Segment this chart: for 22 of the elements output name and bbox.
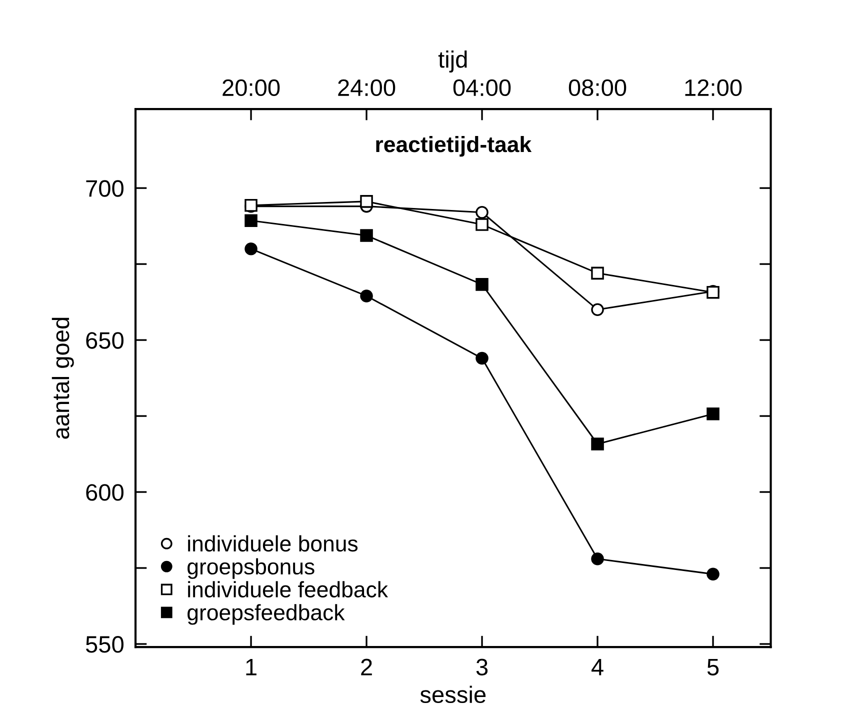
text: reactietijd-taak — [376, 136, 532, 157]
y-tick-label: 550 — [86, 636, 124, 653]
x2-tick-label: 08:00 — [568, 79, 626, 96]
x-tick-label: 4 — [591, 659, 604, 676]
y-tick-label: 600 — [86, 484, 124, 501]
x2-tick-label: 04:00 — [453, 79, 511, 96]
y-axis-title: aantal goed — [52, 318, 74, 439]
legend-label: groepsbonus — [188, 558, 314, 579]
x-tick-label: 2 — [361, 658, 372, 676]
legend-label: individuele feedback — [188, 581, 388, 598]
y-tick-label: 650 — [86, 332, 124, 349]
x-axis-title: sessie — [420, 686, 486, 704]
x-tick-label: 1 — [246, 659, 256, 676]
x2-tick-label: 24:00 — [338, 79, 396, 96]
x-tick-label: 5 — [707, 659, 719, 676]
x2-tick-label: 20:00 — [222, 79, 280, 96]
legend-label: individuele bonus — [188, 535, 358, 552]
x2-axis-title: tijd — [438, 50, 467, 72]
x2-tick-label: 12:00 — [685, 79, 742, 96]
y-tick-label: 700 — [86, 180, 124, 197]
x-tick-label: 3 — [476, 658, 488, 676]
legend-label: groepsfeedback — [188, 604, 345, 625]
